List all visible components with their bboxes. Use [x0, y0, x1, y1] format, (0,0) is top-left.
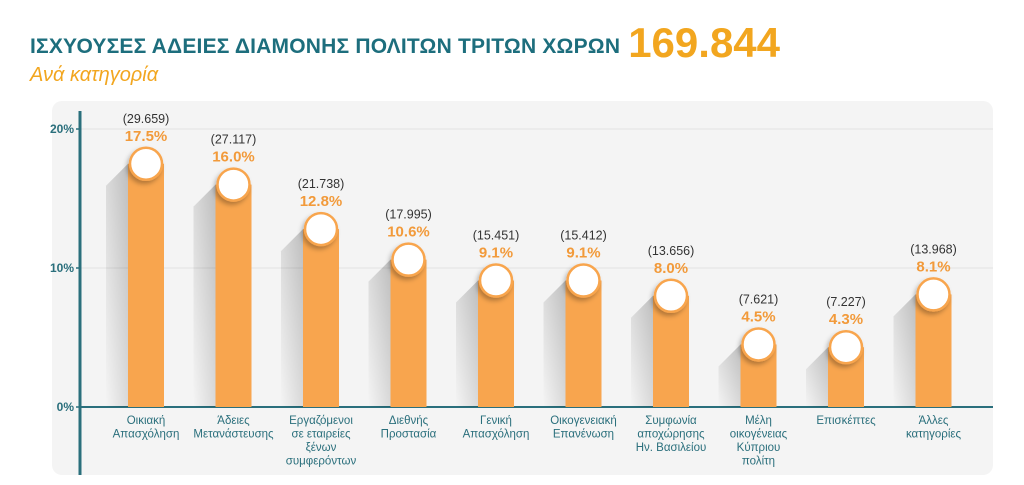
count-label: (27.117) — [211, 133, 257, 147]
bar-shadow — [193, 184, 216, 407]
category-label: Εργαζόμενοι σε εταιρείες ξένων συμφερόντων — [286, 415, 357, 468]
category-label: Διεθνής Προστασία — [381, 415, 437, 441]
title-row: ΙΣΧΥΟΥΣΕΣ ΑΔΕΙΕΣ ΔΙΑΜΟΝΗΣ ΠΟΛΙΤΩΝ ΤΡΙΤΩΝ… — [30, 18, 780, 64]
category-label-line: σε εταιρείες — [291, 429, 350, 441]
count-label: (29.659) — [123, 112, 170, 126]
count-label: (7.227) — [826, 295, 866, 309]
count-label: (15.451) — [473, 229, 520, 243]
count-label: (13.656) — [648, 244, 695, 258]
category-label-line: Οικιακή — [127, 415, 166, 427]
bar — [128, 163, 164, 407]
category-label-line: Εργαζόμενοι — [289, 415, 353, 427]
value-label: 16.0% — [212, 149, 255, 166]
category-label-line: Άδειες — [217, 415, 250, 427]
category-label: Άδειες Μετανάστευσης — [193, 415, 274, 441]
bar-cap-circle — [216, 167, 251, 202]
category-label: Οικογενειακή Επανένωση — [550, 415, 617, 441]
category-label-line: ξένων — [306, 442, 337, 454]
category-label: Συμφωνία αποχώρησης Ην. Βασιλείου — [636, 415, 707, 454]
count-label: (7.621) — [739, 292, 779, 306]
category-label-line: Μετανάστευσης — [193, 429, 274, 441]
category-label-line: Επανένωση — [553, 429, 614, 441]
category-label-line: οικογένειας — [730, 429, 788, 441]
count-label: (15.412) — [560, 229, 607, 243]
bar-cap-circle — [128, 146, 164, 181]
y-tick-label: 0% — [57, 400, 75, 414]
category-label-line: Απασχόληση — [463, 429, 530, 441]
category-label-line: Κύπριου — [737, 442, 781, 454]
bar-cap-circle — [478, 263, 514, 298]
category-label-line: Επισκέπτες — [816, 415, 876, 427]
value-label: 12.8% — [300, 193, 343, 210]
category-label-line: Μέλη — [745, 415, 772, 427]
value-label: 10.6% — [387, 224, 430, 241]
bar — [653, 295, 689, 407]
y-tick-label: 10% — [50, 261, 74, 275]
bar-shadow — [543, 280, 566, 407]
bar-shadow — [368, 259, 391, 407]
bar — [565, 280, 602, 407]
bar-shadow — [456, 280, 478, 407]
category-label-line: Απασχόληση — [113, 429, 180, 441]
bar-shadow — [718, 344, 741, 407]
value-label: 4.3% — [829, 311, 863, 328]
category-label: Οικιακή Απασχόληση — [113, 415, 180, 441]
bar — [478, 280, 514, 407]
bar-cap-circle — [391, 242, 426, 277]
value-label: 17.5% — [125, 128, 168, 145]
bar-cap-circle — [653, 278, 689, 314]
bar-shadow — [806, 347, 828, 407]
category-label-line: πολίτη — [742, 456, 775, 468]
bar — [303, 229, 339, 407]
value-label: 8.0% — [654, 260, 688, 277]
category-label: Γενική Απασχόληση — [463, 415, 530, 441]
count-label: (17.995) — [385, 208, 432, 222]
category-label-line: αποχώρησης — [637, 429, 705, 441]
bar-cap-circle — [566, 263, 601, 298]
bar-shadow — [281, 229, 303, 407]
bar-shadow — [893, 294, 916, 407]
y-tick-label: 20% — [50, 122, 74, 136]
labels: 17.5% (29.659) Οικιακή Απασχόληση 16.0% (27.1… — [113, 112, 962, 468]
bar-cap-circle — [916, 277, 951, 312]
bar-cap-circle — [741, 327, 776, 362]
value-label: 8.1% — [916, 258, 950, 275]
category-label-line: Οικογενειακή — [550, 415, 617, 427]
bar — [390, 259, 427, 407]
category-label-line: Γενική — [480, 415, 512, 427]
value-label: 4.5% — [741, 308, 775, 325]
category-label-line: συμφερόντων — [286, 456, 357, 468]
bars — [106, 146, 952, 407]
bar-cap-circle — [828, 329, 864, 365]
category-label-line: Ην. Βασιλείου — [636, 442, 707, 454]
count-label: (21.738) — [298, 177, 345, 191]
value-label: 9.1% — [479, 245, 513, 262]
category-label-line: Άλλες — [919, 415, 949, 427]
chart-title: ΙΣΧΥΟΥΣΕΣ ΑΔΕΙΕΣ ΔΙΑΜΟΝΗΣ ΠΟΛΙΤΩΝ ΤΡΙΤΩΝ… — [30, 35, 621, 58]
category-label-line: Προστασία — [381, 429, 437, 441]
bar — [215, 184, 252, 407]
bar — [915, 294, 952, 407]
category-label-line: Διεθνής — [389, 415, 429, 427]
count-label: (13.968) — [910, 242, 957, 256]
category-label: Μέλη οικογένειας Κύπριου πολίτη — [730, 415, 788, 468]
category-label: Επισκέπτες — [816, 415, 876, 427]
bar-cap-circle — [303, 211, 339, 247]
category-label-line: κατηγορίες — [906, 429, 962, 441]
category-label-line: Συμφωνία — [645, 415, 697, 427]
category-label: Άλλες κατηγορίες — [906, 415, 962, 441]
bar-shadow — [631, 295, 653, 407]
value-label: 9.1% — [566, 245, 600, 262]
chart-subtitle: Ανά κατηγορία — [30, 64, 159, 86]
bar-shadow — [106, 163, 128, 407]
total-count: 169.844 — [628, 19, 781, 66]
